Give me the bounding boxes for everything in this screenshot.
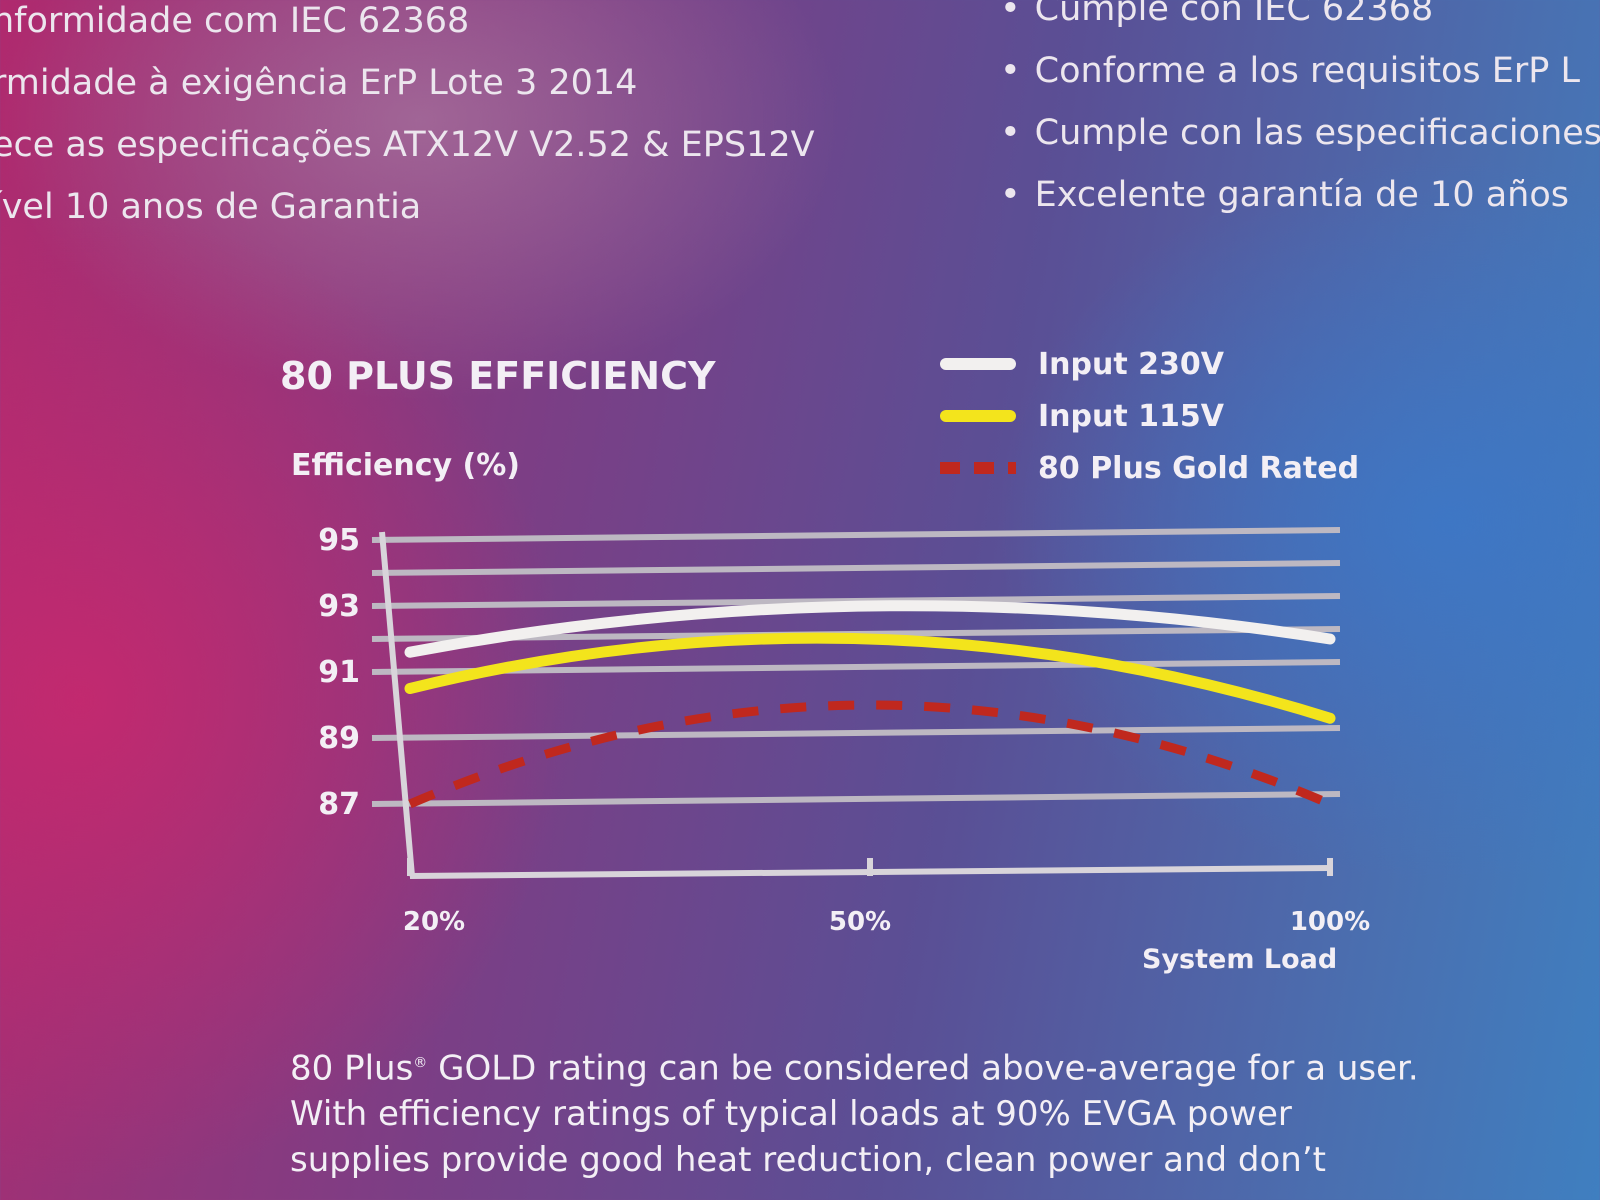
feature-item: ece as especificações ATX12V V2.52 & EPS… — [0, 125, 815, 165]
feature-item: rmidade à exigência ErP Lote 3 2014 — [0, 63, 638, 103]
y-tick-label: 93 — [318, 589, 360, 624]
feature-item: nformidade com IEC 62368 — [0, 1, 470, 41]
x-tick-label: 20% — [403, 907, 465, 937]
gridline — [371, 725, 1341, 741]
x-tick-label: 100% — [1290, 907, 1370, 937]
features-list-portuguese: nformidade com IEC 62368 rmidade à exigê… — [0, 0, 815, 238]
gridline — [371, 659, 1341, 675]
feature-item: Cumple con IEC 62368 — [1000, 0, 1600, 40]
description-line: 80 Plus® GOLD rating can be considered a… — [290, 1048, 1419, 1089]
feature-item: ível 10 anos de Garantia — [0, 187, 422, 227]
legend-item-80plus-gold: 80 Plus Gold Rated — [940, 442, 1359, 494]
y-axis-label: Efficiency (%) — [291, 448, 520, 483]
features-list-spanish: Cumple con IEC 62368 Conforme a los requ… — [1000, 0, 1600, 226]
gridline — [371, 527, 1341, 543]
y-tick-label: 95 — [318, 523, 360, 558]
x-axis-label: System Load — [1142, 944, 1338, 975]
series-line-input-115v — [404, 632, 1336, 724]
legend-label: Input 230V — [1038, 346, 1224, 382]
legend-swatch-230v — [940, 358, 1016, 370]
chart-title: 80 PLUS EFFICIENCY — [280, 354, 716, 398]
description-line: With efficiency ratings of typical loads… — [290, 1094, 1292, 1135]
legend-item-input-230v: Input 230V — [940, 338, 1359, 390]
legend-label: Input 115V — [1038, 398, 1224, 434]
y-tick-label: 89 — [318, 721, 360, 756]
feature-item: Cumple con las especificaciones — [1000, 102, 1600, 164]
x-tick-label: 50% — [829, 907, 891, 937]
y-axis-line — [379, 531, 415, 877]
gridline — [371, 560, 1341, 576]
description-text: 80 Plus® GOLD rating can be considered a… — [290, 1040, 1590, 1183]
chart-legend: Input 230V Input 115V 80 Plus Gold Rated — [940, 338, 1359, 494]
feature-item: Conforme a los requisitos ErP L — [1000, 40, 1600, 102]
gridline — [371, 791, 1341, 807]
legend-label: 80 Plus Gold Rated — [1038, 450, 1360, 486]
description-line: supplies provide good heat reduction, cl… — [290, 1140, 1326, 1181]
y-tick-label: 87 — [318, 787, 360, 822]
series-line-80plus-gold — [408, 700, 1332, 809]
y-tick-label: 91 — [318, 655, 360, 690]
legend-swatch-115v — [940, 410, 1016, 422]
registered-mark: ® — [413, 1055, 428, 1071]
feature-item: Excelente garantía de 10 años — [1000, 164, 1600, 226]
legend-item-input-115v: Input 115V — [940, 390, 1359, 442]
legend-swatch-gold — [940, 462, 1016, 474]
